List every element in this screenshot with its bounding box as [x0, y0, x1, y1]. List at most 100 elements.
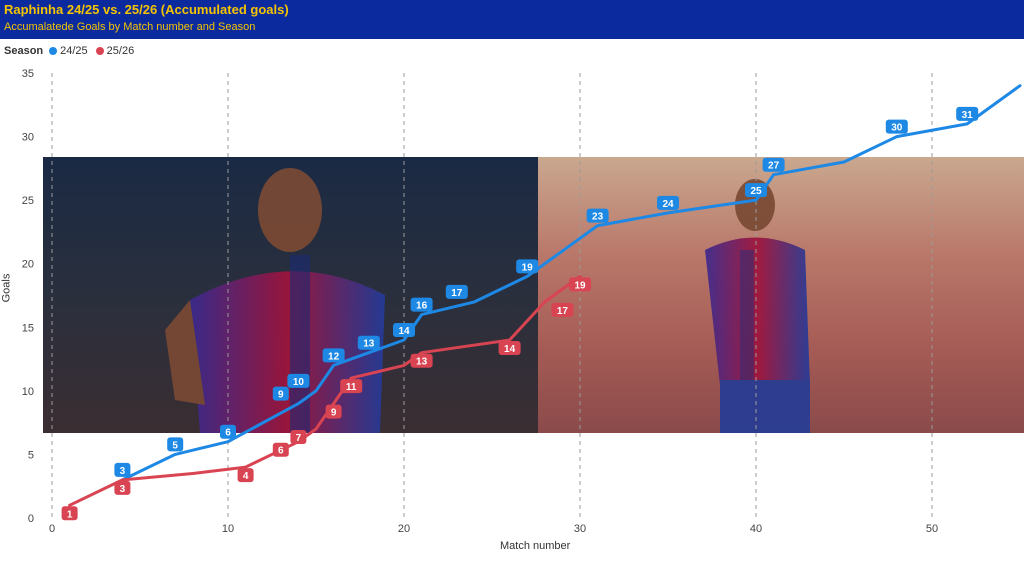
data-label-25-26-6: 6 [272, 442, 289, 457]
data-label-24-25-25: 25 [745, 183, 767, 198]
series-line-25-26[interactable] [68, 274, 582, 507]
data-label-text: 31 [962, 110, 974, 121]
data-labels: 3569101213141617192324252730311346791113… [61, 106, 979, 521]
data-label-text: 19 [574, 280, 586, 291]
data-label-text: 4 [243, 471, 249, 482]
data-label-25-26-4: 4 [237, 468, 254, 483]
data-label-25-26-13: 13 [410, 353, 433, 368]
data-label-box [114, 462, 131, 477]
data-label-box [498, 341, 521, 355]
data-label-box [393, 323, 415, 337]
y-axis-ticks: 0 5 10 15 20 25 30 35 [22, 68, 34, 525]
vertical-gridlines [51, 73, 933, 518]
data-label-box [322, 348, 345, 363]
data-label-text: 13 [416, 357, 428, 368]
data-label-text: 19 [522, 262, 534, 273]
data-label-24-25-27: 27 [762, 157, 785, 172]
legend-title: Season [4, 45, 44, 57]
data-label-25-26-1: 1 [61, 506, 78, 521]
x-tick-10: 10 [222, 523, 234, 535]
y-tick-15: 15 [22, 322, 34, 334]
data-label-text: 9 [278, 390, 284, 401]
data-label-text: 14 [398, 326, 410, 337]
data-label-24-25-10: 10 [287, 373, 310, 388]
data-label-text: 17 [557, 306, 569, 317]
data-label-box [357, 335, 380, 350]
data-label-25-26-14: 14 [498, 341, 521, 355]
data-label-text: 13 [363, 339, 375, 350]
data-label-25-26-11: 11 [340, 379, 363, 394]
data-label-box [287, 373, 310, 388]
data-label-box [410, 353, 433, 368]
x-tick-0: 0 [49, 523, 55, 535]
data-label-box [61, 506, 78, 521]
x-tick-40: 40 [750, 523, 762, 535]
data-label-box [569, 277, 591, 292]
data-label-box [745, 183, 767, 198]
x-tick-20: 20 [398, 523, 410, 535]
data-label-25-26-3: 3 [114, 480, 131, 495]
data-label-box [956, 106, 979, 121]
y-tick-25: 25 [22, 195, 34, 207]
data-label-text: 11 [346, 382, 357, 393]
data-label-24-25-19: 19 [516, 259, 539, 274]
data-label-text: 3 [120, 466, 126, 477]
data-label-24-25-24: 24 [657, 195, 679, 210]
legend-item-25-26[interactable]: 25/26 [95, 45, 135, 57]
data-label-box [516, 259, 539, 274]
series-lines [68, 84, 1022, 507]
data-label-25-26-7: 7 [290, 430, 307, 444]
legend-dot-24-25 [49, 47, 58, 55]
data-label-box [762, 157, 785, 172]
legend: Season 24/25 25/26 [4, 45, 142, 57]
data-label-text: 6 [278, 446, 284, 457]
data-label-text: 7 [296, 433, 302, 444]
data-label-box [272, 386, 289, 401]
x-axis-label: Match number [500, 540, 571, 552]
data-label-text: 23 [592, 212, 604, 223]
data-label-text: 30 [891, 123, 903, 134]
x-tick-50: 50 [926, 523, 938, 535]
data-label-box [410, 297, 433, 312]
legend-label-25-26: 25/26 [106, 45, 135, 57]
data-label-text: 14 [504, 344, 516, 355]
data-label-text: 12 [328, 351, 340, 362]
data-label-24-25-13: 13 [357, 335, 380, 350]
x-tick-30: 30 [574, 523, 586, 535]
data-label-box [551, 302, 574, 317]
series-line-24-25[interactable] [120, 84, 1022, 482]
legend-dot-25-26 [95, 47, 104, 55]
y-tick-10: 10 [22, 386, 34, 398]
data-label-text: 5 [172, 440, 178, 451]
data-label-25-26-17: 17 [551, 302, 574, 317]
data-label-box [114, 480, 131, 495]
y-tick-30: 30 [22, 132, 34, 144]
player-right-silhouette [705, 179, 810, 433]
data-label-text: 6 [225, 428, 231, 439]
chart-title: Raphinha 24/25 vs. 25/26 (Accumulated go… [4, 2, 289, 17]
y-tick-0: 0 [28, 513, 34, 525]
data-label-box [290, 430, 307, 444]
data-label-25-26-9: 9 [325, 404, 342, 419]
data-label-24-25-23: 23 [586, 208, 609, 223]
background-photo [43, 157, 1024, 433]
data-label-24-25-9: 9 [272, 386, 289, 401]
data-label-text: 3 [120, 484, 126, 495]
data-label-text: 25 [750, 186, 762, 197]
data-label-box [220, 424, 236, 439]
data-label-box [167, 437, 184, 452]
report-header: Raphinha 24/25 vs. 25/26 (Accumulated go… [0, 0, 1024, 39]
data-label-text: 10 [293, 377, 305, 388]
data-label-box [445, 284, 468, 299]
y-tick-35: 35 [22, 68, 34, 80]
data-label-24-25-5: 5 [167, 437, 184, 452]
legend-item-24-25[interactable]: 24/25 [49, 45, 88, 57]
data-label-24-25-12: 12 [322, 348, 345, 363]
player-left-silhouette [165, 168, 385, 433]
data-label-24-25-30: 30 [885, 119, 908, 134]
data-label-24-25-6: 6 [220, 424, 236, 439]
y-tick-20: 20 [22, 259, 34, 271]
data-label-24-25-16: 16 [410, 297, 433, 312]
data-label-box [237, 468, 254, 483]
